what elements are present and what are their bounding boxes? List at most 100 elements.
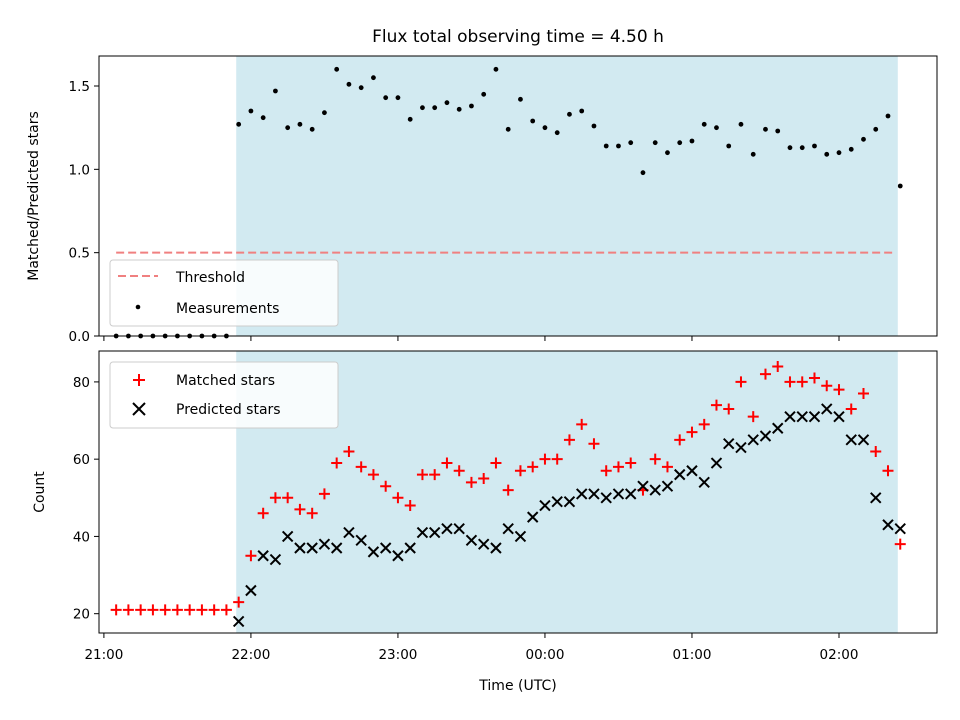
measurement-point [248,108,254,114]
predicted-star-point [404,542,416,554]
measurement-point [763,126,768,132]
ratio-y-label: Matched/Predicted stars [26,111,42,281]
y-tick-label: 1.0 [69,162,90,178]
predicted-star-point [882,519,894,531]
matched-stars-series [110,360,906,616]
predicted-star-point [784,410,796,423]
matched-star-point [184,604,196,616]
matched-star-point [490,457,502,469]
matched-star-point [649,453,661,465]
measurement-point [689,138,695,144]
measurement-point [787,145,793,151]
predicted-star-point [453,522,465,535]
measurement-point [542,125,548,131]
measurement-point [518,96,523,102]
matched-star-point [196,604,208,616]
matched-star-point [661,461,673,473]
measurement-point [505,126,511,132]
measurement-point [395,95,401,101]
predicted-star-point [294,542,306,554]
y-tick-label: 60 [73,452,90,468]
matched-star-point [110,604,122,616]
predicted-star-point [477,538,490,550]
predicted-star-point [330,542,343,554]
matched-star-point [576,418,588,430]
measurement-point [640,170,646,176]
measurement-point [603,143,609,149]
ratio-x-ticks [103,336,840,341]
predicted-star-point [343,526,355,539]
y-tick-label: 20 [73,607,90,623]
predicted-star-point [232,615,245,628]
predicted-star-point [576,488,588,500]
predicted-star-point [808,410,821,423]
predicted-star-point [845,434,857,446]
predicted-star-point [735,441,747,454]
count-legend: Matched stars Predicted stars [109,361,339,429]
measurement-point [567,111,572,117]
matched-star-point [625,457,637,469]
x-tick-label: 01:00 [673,647,712,663]
measurements-legend-label: Measurements [176,301,279,317]
count-x-axis: 21:00 22:00 23:00 00:00 01:00 02:00 [84,633,858,663]
measurement-point [873,126,879,132]
matched-star-point [171,604,183,616]
predicted-legend-swatch [132,402,146,416]
predicted-star-point [747,434,759,446]
matched-star-point [453,465,465,477]
matched-star-point [698,418,710,430]
matched-star-point [723,403,735,415]
matched-star-point [563,434,575,446]
matched-star-point [367,469,379,481]
predicted-star-point [355,534,367,546]
measurement-point [824,151,830,157]
measurement-point [493,66,499,72]
matched-star-point [833,384,845,396]
matched-star-point [159,604,171,616]
predicted-star-point [710,457,723,469]
matched-star-point [429,469,441,481]
measurement-point [285,125,291,131]
predicted-star-point [661,480,674,492]
matched-star-point [257,507,269,519]
y-tick-label: 0.0 [69,329,90,345]
matched-star-point [282,492,294,504]
measurements-series [113,66,903,339]
predicted-star-point [269,553,282,566]
matched-star-point [710,399,722,411]
measurement-point [444,100,450,106]
matched-star-point [527,461,539,473]
measurement-point [420,105,425,111]
matched-star-point [269,492,281,504]
matched-star-point [318,488,330,500]
matched-star-point [441,457,453,469]
predicted-star-point [870,492,882,504]
matched-star-point [135,604,147,616]
predicted-star-point [894,522,906,535]
matched-star-point [772,360,784,372]
matched-star-point [759,368,771,380]
predicted-star-point [612,488,625,500]
matched-star-point [331,457,343,469]
measurement-point [383,95,389,101]
predicted-star-point [625,488,637,500]
measurement-point [432,105,438,111]
measurement-point [799,145,805,151]
x-tick-label: 22:00 [231,647,270,663]
x-tick-label: 00:00 [526,647,565,663]
predicted-star-point [723,438,735,450]
measurement-point [334,66,340,72]
measurement-point [652,140,658,146]
measurement-point [738,121,744,127]
predicted-star-point [367,546,380,558]
matched-star-point [392,492,404,504]
predicted-star-point [526,511,539,523]
matched-star-point [233,596,245,608]
matched-star-point [539,453,551,465]
measurement-point [616,143,621,149]
measurement-point [861,136,866,142]
measurement-point [714,125,719,131]
matched-star-point [686,426,698,438]
